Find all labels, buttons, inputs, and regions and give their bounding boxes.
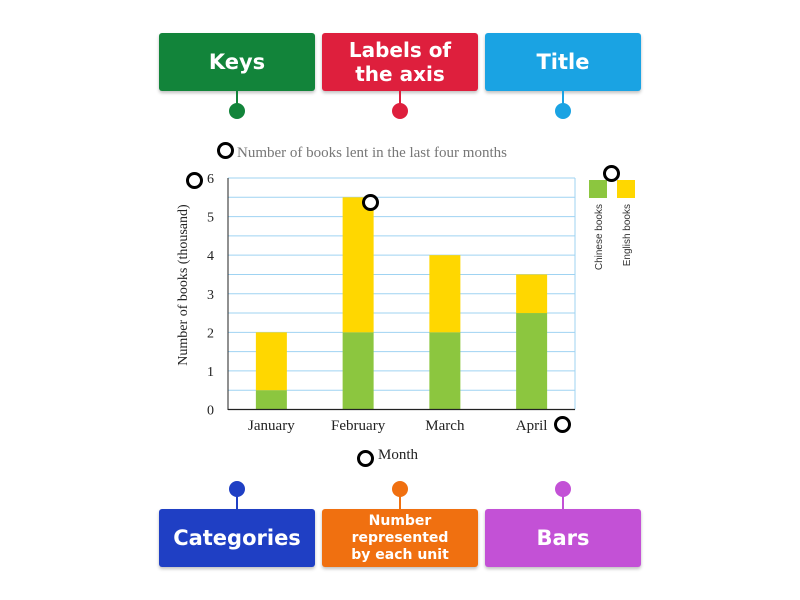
- x-tick-labels: January February March April: [248, 418, 547, 434]
- categories-label-card[interactable]: Categories: [159, 509, 315, 567]
- title-hotspot[interactable]: [217, 142, 234, 159]
- x-tick-label: April: [516, 418, 548, 434]
- chart-bars: [255, 197, 548, 410]
- x-tick-label: February: [331, 418, 386, 434]
- bars-hotspot[interactable]: [362, 194, 379, 211]
- categories-pin-line: [236, 494, 238, 510]
- categories-pin-dot: [229, 481, 245, 497]
- bar-chinese-february: [342, 332, 374, 410]
- bar-english-march: [429, 255, 461, 333]
- title-pin-line: [562, 91, 564, 107]
- title-pin-dot: [555, 103, 571, 119]
- legend-swatch-chinese: [589, 180, 607, 198]
- number-unit-label-card[interactable]: Number represented by each unit: [322, 509, 478, 567]
- y-tick-labels: 0 1 2 3 4 5 6: [207, 172, 214, 419]
- y-tick-label: 5: [207, 211, 214, 226]
- axis-label-hotspot[interactable]: [357, 450, 374, 467]
- bars-label-text: Bars: [536, 526, 590, 550]
- number-unit-hotspot[interactable]: [186, 172, 203, 189]
- y-tick-label: 4: [207, 249, 214, 264]
- categories-label-text: Categories: [173, 526, 301, 550]
- axis-labels-label-text: Labels of the axis: [348, 38, 452, 86]
- axis-labels-label-card[interactable]: Labels of the axis: [322, 33, 478, 91]
- bars-label-card[interactable]: Bars: [485, 509, 641, 567]
- keys-label-card[interactable]: Keys: [159, 33, 315, 91]
- chart-legend: Chinese books English books: [589, 180, 635, 270]
- keys-pin-dot: [229, 103, 245, 119]
- chart-axes: [227, 178, 575, 411]
- number-unit-pin-dot: [392, 481, 408, 497]
- number-unit-pin-line: [399, 494, 401, 510]
- bar-english-february: [342, 197, 374, 333]
- legend-swatch-english: [617, 180, 635, 198]
- title-label-text: Title: [536, 50, 590, 74]
- legend-label: Chinese books: [594, 204, 605, 270]
- keys-hotspot[interactable]: [603, 165, 620, 182]
- title-label-card[interactable]: Title: [485, 33, 641, 91]
- x-tick-label: March: [425, 418, 465, 434]
- chart-title: Number of books lent in the last four mo…: [237, 145, 507, 161]
- bar-chinese-april: [516, 313, 548, 410]
- x-tick-label: January: [248, 418, 295, 434]
- y-tick-label: 0: [207, 404, 214, 419]
- legend-label: English books: [622, 204, 633, 266]
- bar-english-april: [516, 274, 548, 314]
- axis-labels-pin-dot: [392, 103, 408, 119]
- keys-label-text: Keys: [208, 50, 266, 74]
- axis-labels-pin-line: [399, 91, 401, 107]
- y-axis-label: Number of books (thousand): [176, 204, 191, 366]
- y-tick-label: 2: [207, 326, 214, 341]
- categories-hotspot[interactable]: [554, 416, 571, 433]
- bars-pin-dot: [555, 481, 571, 497]
- y-tick-label: 1: [207, 365, 214, 380]
- x-axis-label: Month: [378, 447, 419, 463]
- keys-pin-line: [236, 91, 238, 107]
- bar-chinese-january: [255, 390, 287, 410]
- number-unit-label-text: Number represented by each unit: [351, 512, 449, 563]
- bar-english-january: [255, 332, 287, 391]
- bars-pin-line: [562, 494, 564, 510]
- bar-chinese-march: [429, 332, 461, 410]
- y-tick-label: 3: [207, 288, 214, 303]
- y-tick-label: 6: [207, 172, 214, 187]
